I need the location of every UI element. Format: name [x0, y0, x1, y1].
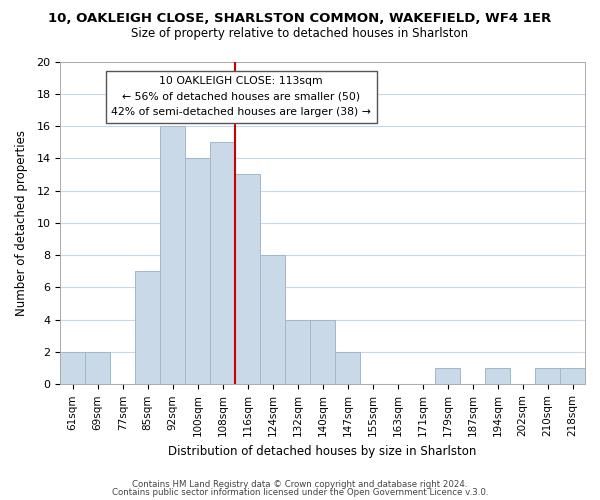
Bar: [310, 320, 335, 384]
Bar: [235, 174, 260, 384]
Bar: [60, 352, 85, 384]
Bar: [535, 368, 560, 384]
Bar: [85, 352, 110, 384]
Bar: [135, 272, 160, 384]
Bar: [285, 320, 310, 384]
Bar: [435, 368, 460, 384]
Y-axis label: Number of detached properties: Number of detached properties: [15, 130, 28, 316]
Bar: [335, 352, 360, 384]
X-axis label: Distribution of detached houses by size in Sharlston: Distribution of detached houses by size …: [169, 444, 477, 458]
Bar: [160, 126, 185, 384]
Bar: [260, 255, 285, 384]
Bar: [210, 142, 235, 384]
Text: 10, OAKLEIGH CLOSE, SHARLSTON COMMON, WAKEFIELD, WF4 1ER: 10, OAKLEIGH CLOSE, SHARLSTON COMMON, WA…: [49, 12, 551, 26]
Bar: [185, 158, 210, 384]
Bar: [485, 368, 510, 384]
Text: Contains public sector information licensed under the Open Government Licence v.: Contains public sector information licen…: [112, 488, 488, 497]
Text: Size of property relative to detached houses in Sharlston: Size of property relative to detached ho…: [131, 28, 469, 40]
Bar: [560, 368, 585, 384]
Text: 10 OAKLEIGH CLOSE: 113sqm
← 56% of detached houses are smaller (50)
42% of semi-: 10 OAKLEIGH CLOSE: 113sqm ← 56% of detac…: [112, 76, 371, 117]
Text: Contains HM Land Registry data © Crown copyright and database right 2024.: Contains HM Land Registry data © Crown c…: [132, 480, 468, 489]
